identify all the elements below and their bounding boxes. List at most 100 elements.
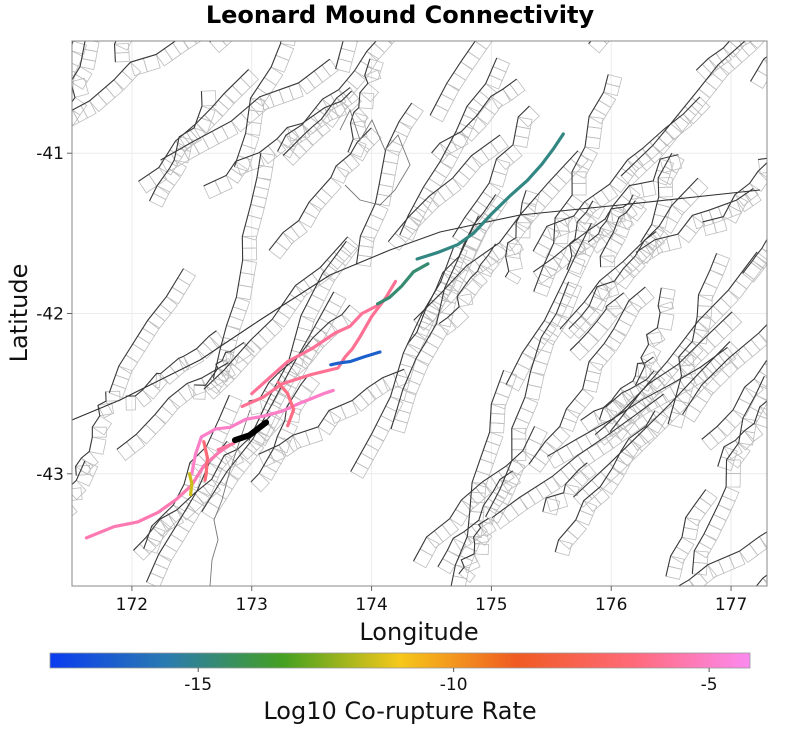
- fault-plane-patch: [778, 138, 797, 157]
- fault-plane-patch: [72, 504, 78, 517]
- fault-trace: [598, 356, 654, 420]
- x-tick-label: 176: [595, 595, 627, 615]
- fault-plane-patch: [784, 555, 800, 572]
- co-rupture-fault: [250, 303, 380, 396]
- fault-trace: [268, 127, 372, 251]
- fault-trace: [108, 268, 184, 394]
- fault-trace: [750, 55, 767, 82]
- fault-trace: [701, 358, 767, 440]
- fault-trace: [742, 238, 767, 274]
- fault-plane-patch: [72, 509, 73, 519]
- fault-trace: [566, 200, 594, 270]
- fault-trace: [450, 370, 505, 586]
- fault-plane-patch: [770, 224, 787, 240]
- x-tick-label: 175: [475, 595, 507, 615]
- x-tick-label: 172: [116, 595, 148, 615]
- fault-trace: [72, 41, 177, 111]
- x-tick-label: 174: [355, 595, 387, 615]
- fault-trace: [72, 189, 761, 421]
- y-axis-label: Latitude: [5, 264, 33, 363]
- fault-plane-patch: [72, 50, 84, 67]
- fault-trace: [620, 41, 746, 177]
- co-rupture-fault: [329, 350, 382, 367]
- fault-plane-patch: [765, 324, 767, 327]
- y-tick-label: -42: [36, 305, 64, 325]
- fault-trace: [635, 287, 662, 386]
- fault-plane-patch: [779, 519, 796, 537]
- fault-trace: [504, 190, 527, 278]
- fault-trace: [194, 341, 245, 386]
- co-rupture-fault: [216, 441, 236, 452]
- co-rupture-fault: [190, 388, 335, 476]
- fault-trace: [640, 152, 673, 243]
- fault-plane-patch: [48, 535, 65, 551]
- fault-plane-patch: [764, 7, 782, 26]
- fault-plane-patch: [222, 41, 233, 47]
- fault-trace: [413, 150, 579, 321]
- fault-plane-patch: [72, 92, 73, 101]
- co-rupture-fault: [240, 279, 398, 409]
- fault-plane-patch: [72, 41, 79, 42]
- fault-trace: [282, 87, 351, 156]
- fault-trace: [532, 96, 701, 252]
- coastline: [339, 108, 411, 206]
- fault-plane-patch: [728, 41, 747, 51]
- fault-plane-patch: [797, 509, 800, 526]
- fault-trace: [350, 245, 455, 472]
- fault-plane-patch: [774, 44, 793, 63]
- fault-plane-patch: [791, 548, 800, 565]
- fault-plane-patch: [787, 130, 800, 140]
- y-tick-label: -41: [36, 144, 64, 164]
- fault-trace: [569, 292, 625, 351]
- fault-trace: [116, 362, 229, 450]
- fault-trace: [458, 517, 489, 575]
- co-rupture-fault: [415, 132, 565, 261]
- fault-plane-patch: [131, 6, 148, 21]
- chart-title: Leonard Mound Connectivity: [206, 1, 595, 29]
- fault-trace: [528, 286, 646, 465]
- fault-plane-patch: [770, 149, 789, 167]
- fault-plane-patch: [71, 22, 86, 32]
- x-tick-label: 177: [715, 595, 747, 615]
- fault-plane-patch: [755, 21, 773, 39]
- fault-trace: [505, 223, 592, 385]
- co-rupture-fault: [202, 440, 210, 482]
- fault-plane-patch: [752, 41, 754, 42]
- fault-plane-patch: [677, 585, 680, 586]
- fault-plane-patch: [774, 310, 792, 328]
- fault-trace: [72, 41, 86, 103]
- fault-plane-patch: [635, 4, 653, 22]
- coastline: [209, 409, 251, 586]
- fault-trace: [143, 395, 230, 549]
- fault-plane-patch: [748, 41, 765, 49]
- fault-plane-patch: [771, 389, 792, 409]
- fault-trace: [568, 231, 657, 330]
- fault-trace: [138, 69, 249, 182]
- colorbar-ticks: -15 -10 -5: [184, 668, 718, 695]
- fault-plane-patch: [797, 289, 800, 306]
- fault-plane-patch: [769, 525, 786, 543]
- fault-trace: [438, 243, 496, 325]
- fault-trace: [233, 41, 282, 167]
- fault-plane-patch: [782, 341, 798, 355]
- fault-plane-patch: [51, 525, 69, 542]
- fault-trace: [559, 177, 699, 330]
- fault-plane-patch: [782, 127, 800, 148]
- fault-trace: [491, 393, 664, 518]
- fault-plane-patch: [775, 211, 793, 228]
- y-axis-ticks: -41 -42 -43: [36, 144, 72, 485]
- fault-trace: [347, 58, 371, 153]
- fault-plane-patch: [474, 41, 493, 50]
- fault-plane-patch: [72, 71, 76, 83]
- fault-trace: [277, 41, 377, 152]
- fault-trace: [125, 330, 217, 397]
- fault-plane-patch: [614, 17, 630, 34]
- fault-trace: [573, 341, 731, 498]
- fault-plane-patch: [795, 12, 800, 29]
- fault-plane-patch: [651, 0, 667, 7]
- fault-trace: [452, 105, 530, 238]
- fault-trace: [201, 291, 335, 512]
- fault-trace: [717, 400, 767, 467]
- fault-plane-patch: [738, 41, 754, 48]
